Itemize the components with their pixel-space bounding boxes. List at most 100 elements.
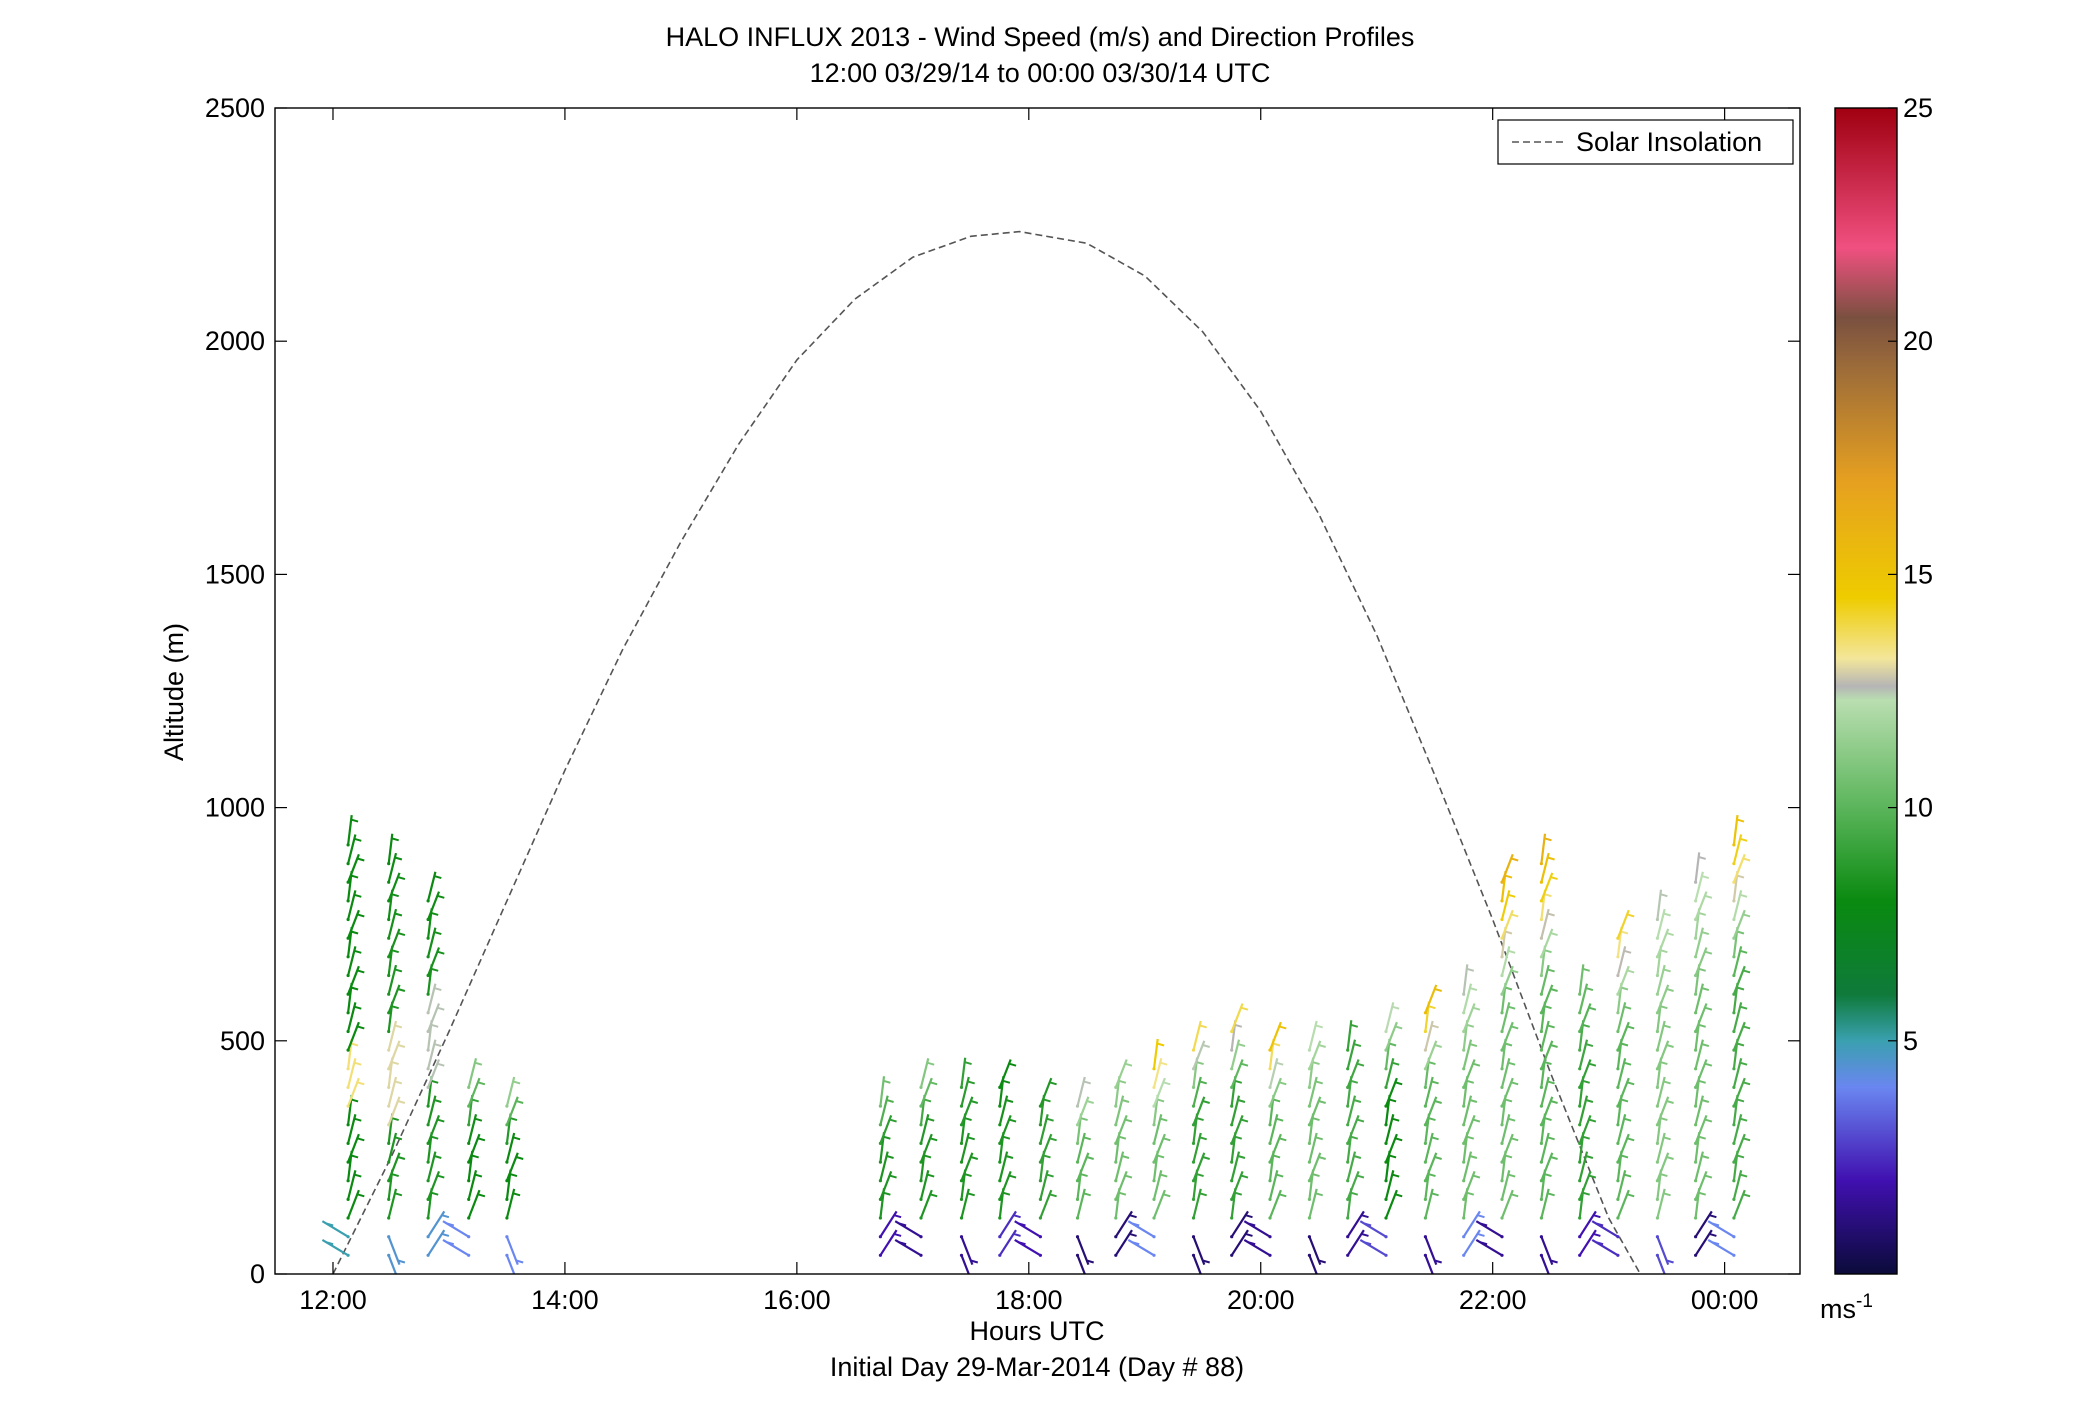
wind-barb	[1424, 984, 1438, 1014]
wind-barb-base	[1038, 1123, 1042, 1127]
wind-barb-base	[1616, 1104, 1620, 1108]
wind-barb-base	[1307, 1253, 1311, 1257]
wind-barb-flag	[1434, 1156, 1442, 1160]
wind-barb-flag	[971, 1279, 978, 1281]
wind-barb-base	[1075, 1197, 1080, 1201]
wind-barb-base	[346, 899, 350, 903]
wind-barb	[894, 1238, 922, 1257]
wind-barb-flag	[1544, 1061, 1552, 1066]
wind-barb-flag	[1504, 1098, 1513, 1103]
wind-barb-base	[1500, 973, 1504, 978]
wind-barb-flag	[1240, 1006, 1249, 1011]
wind-barb-base	[1500, 1179, 1504, 1183]
wind-barb-flag	[1086, 1259, 1094, 1264]
wind-barb-base	[1384, 1160, 1388, 1164]
wind-barb-flag	[1312, 1173, 1320, 1178]
wind-barb-base	[1384, 1141, 1388, 1145]
wind-barb-flag	[397, 1100, 406, 1104]
wind-barb-flag	[441, 1214, 450, 1219]
wind-barb-base	[1578, 1179, 1582, 1183]
wind-barb-base	[1268, 1235, 1272, 1239]
wind-barb-flag	[1626, 913, 1635, 918]
wind-barb-base	[1616, 1123, 1620, 1127]
wind-barb	[1656, 1236, 1670, 1265]
wind-barb-flag	[430, 967, 439, 972]
wind-barb	[1616, 965, 1630, 995]
wind-profile	[1230, 1003, 1253, 1257]
wind-barb-flag	[350, 1154, 359, 1159]
wind-barb-flag	[1504, 986, 1513, 991]
wind-barb-base	[1732, 1141, 1736, 1145]
wind-barb-base	[1539, 917, 1543, 922]
wind-barb-base	[1539, 992, 1543, 996]
wind-barb	[1694, 1171, 1708, 1200]
wind-barb-base	[1578, 1085, 1582, 1089]
wind-barb	[1308, 1152, 1322, 1182]
wind-barb-base	[1655, 1123, 1659, 1127]
wind-barb-flag	[1547, 1192, 1555, 1197]
wind-barb-base	[1152, 1197, 1156, 1201]
wind-barb-flag	[1196, 1117, 1204, 1122]
wind-barb-base	[505, 1253, 509, 1257]
wind-barb-flag	[1086, 1100, 1094, 1104]
wind-barb-flag	[1472, 1118, 1481, 1123]
wind-barb-flag	[1118, 1079, 1127, 1084]
wind-barb-flag	[1623, 949, 1632, 954]
wind-barb-flag	[1582, 1079, 1590, 1084]
wind-barb-flag	[1199, 1192, 1207, 1197]
wind-barb	[1424, 1096, 1438, 1126]
wind-barb-flag	[1736, 874, 1745, 879]
wind-barb-base	[1038, 1141, 1042, 1145]
wind-barb-base	[1500, 1235, 1504, 1239]
wind-barb-base	[1307, 1048, 1311, 1052]
x-tick-label: 00:00	[1691, 1285, 1759, 1315]
wind-barb-flag	[1163, 1193, 1171, 1198]
wind-barb-base	[1616, 1011, 1620, 1015]
wind-barb-base	[1655, 917, 1659, 922]
wind-barb-base	[1462, 1235, 1466, 1239]
wind-barb-flag	[1466, 967, 1475, 972]
wind-barb-flag	[1544, 837, 1552, 842]
wind-barb	[1500, 909, 1514, 939]
wind-barb-flag	[1434, 1259, 1442, 1264]
wind-barb-flag	[1620, 1154, 1629, 1159]
wind-barb-flag	[1739, 1117, 1748, 1122]
wind-barb	[1308, 1132, 1318, 1163]
wind-barb-base	[346, 1123, 350, 1127]
wind-barb-base	[1268, 1160, 1272, 1164]
wind-barb-base	[1500, 1029, 1504, 1034]
wind-barb-flag	[1550, 1100, 1558, 1104]
wind-barb-flag	[1121, 1155, 1130, 1159]
wind-barb-base	[878, 1253, 883, 1257]
wind-barb-base	[1075, 1123, 1080, 1127]
wind-barb	[1578, 1059, 1592, 1088]
wind-barb-flag	[1279, 1081, 1287, 1086]
wind-barb-base	[1384, 1123, 1388, 1127]
plot-frame	[274, 107, 1801, 1275]
wind-barb-flag	[1469, 987, 1478, 992]
wind-barb-base	[1423, 1104, 1427, 1108]
wind-barb-flag	[1086, 1156, 1094, 1160]
wind-barb-flag	[1739, 949, 1748, 954]
wind-barb-flag	[357, 1081, 365, 1086]
wind-profile	[1578, 964, 1601, 1257]
wind-barb-base	[505, 1216, 509, 1220]
wind-barb	[1346, 1210, 1365, 1238]
wind-profile	[1127, 1038, 1171, 1257]
wind-barb-base	[1346, 1067, 1350, 1071]
chart-title: HALO INFLUX 2013 - Wind Speed (m/s) and …	[666, 22, 1415, 52]
x-tick-label: 16:00	[763, 1285, 831, 1315]
wind-barb-base	[1346, 1048, 1350, 1052]
wind-barb-base	[1307, 1179, 1311, 1183]
wind-barb-base	[1578, 1141, 1582, 1145]
wind-barb-flag	[1469, 1155, 1478, 1159]
wind-barb-base	[387, 1011, 391, 1015]
wind-barb-base	[1694, 1179, 1698, 1183]
wind-barb-flag	[886, 1155, 894, 1159]
wind-barb-flag	[1588, 1006, 1597, 1011]
wind-barb	[1230, 1039, 1241, 1070]
wind-barb-flag	[886, 1099, 894, 1103]
wind-barb-base	[346, 1141, 350, 1145]
y-tick-label: 500	[220, 1026, 265, 1056]
wind-barb-base	[1346, 1141, 1350, 1145]
